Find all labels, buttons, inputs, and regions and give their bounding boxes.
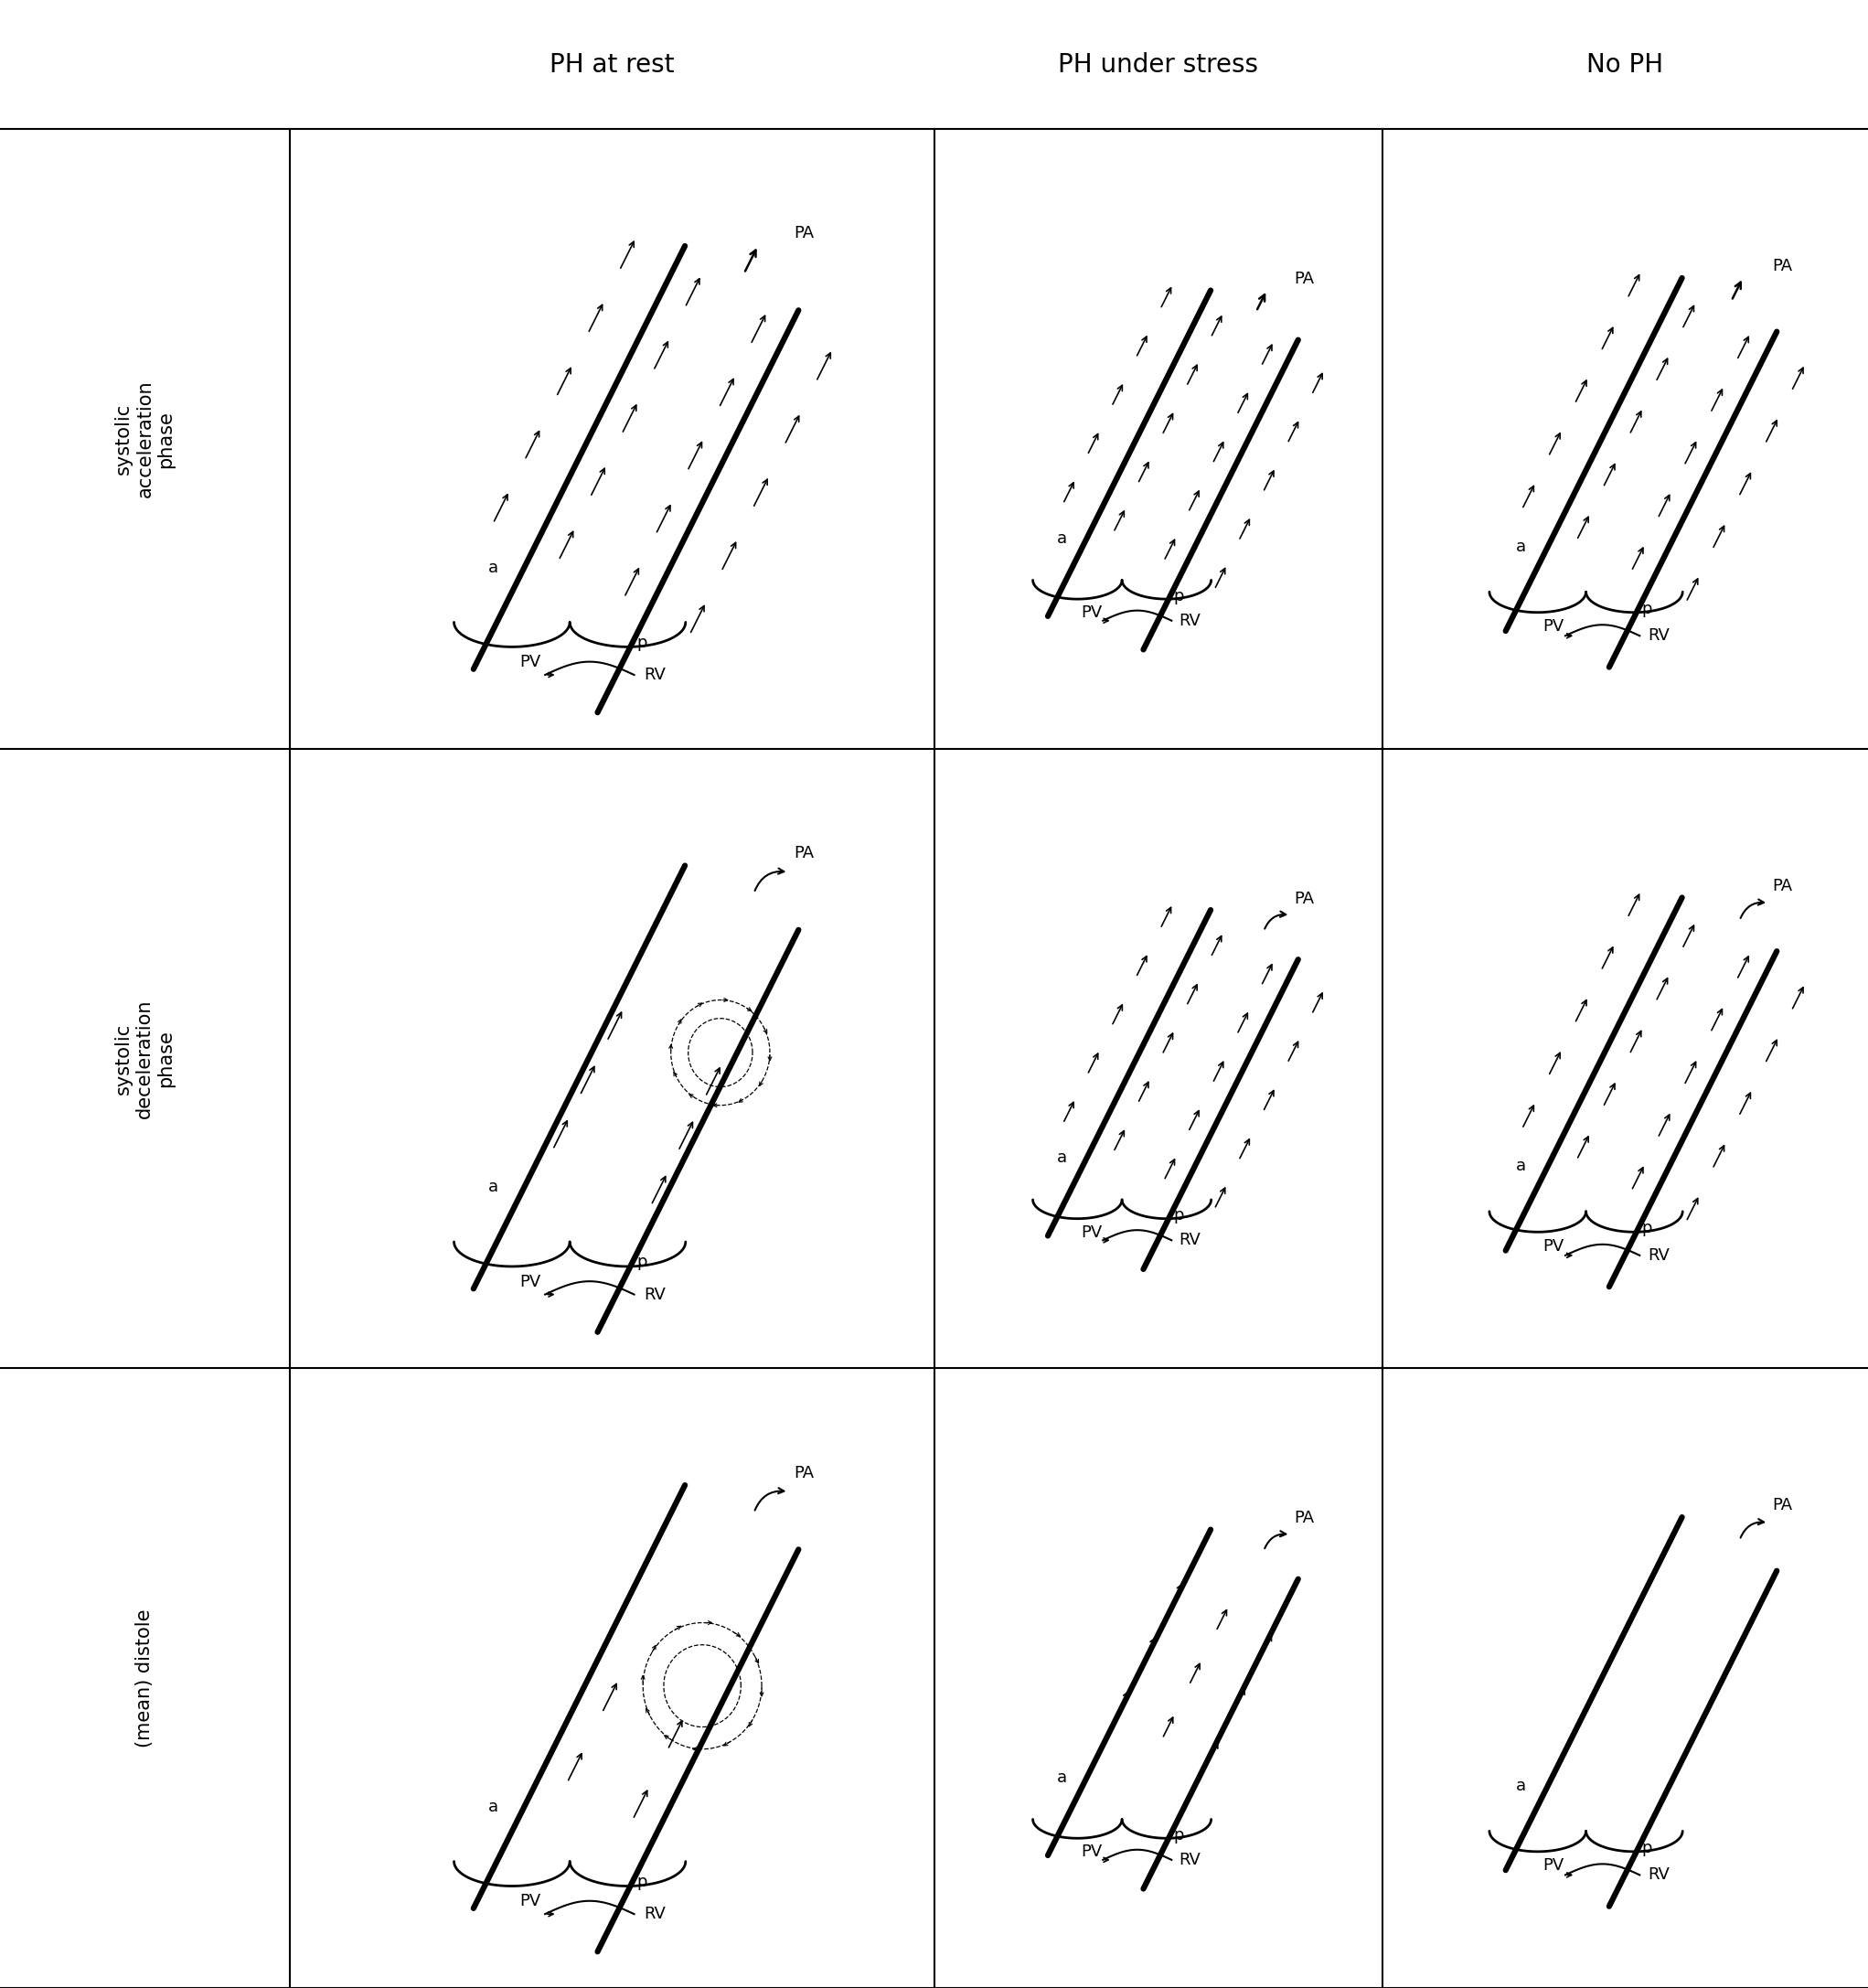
- Text: RV: RV: [644, 1286, 665, 1302]
- Text: RV: RV: [644, 666, 665, 684]
- Text: a: a: [1517, 539, 1526, 555]
- Text: PA: PA: [1773, 877, 1793, 895]
- Text: PV: PV: [1543, 1239, 1564, 1254]
- Text: PH at rest: PH at rest: [549, 52, 674, 78]
- Text: PV: PV: [1543, 1857, 1564, 1875]
- Text: p: p: [1173, 1827, 1184, 1843]
- Text: a: a: [1057, 531, 1067, 547]
- Text: PA: PA: [1773, 258, 1793, 274]
- Text: a: a: [488, 1799, 499, 1815]
- Text: systolic
acceleration
phase: systolic acceleration phase: [114, 380, 176, 497]
- Text: PV: PV: [519, 654, 542, 670]
- Text: p: p: [1642, 1839, 1653, 1857]
- Text: p: p: [1642, 600, 1653, 616]
- Text: a: a: [1057, 1149, 1067, 1167]
- Text: RV: RV: [1179, 1851, 1201, 1869]
- Text: RV: RV: [1648, 628, 1670, 644]
- Text: p: p: [1642, 1221, 1653, 1237]
- Text: RV: RV: [1179, 1233, 1201, 1248]
- Text: PV: PV: [519, 1893, 542, 1908]
- Text: a: a: [488, 1179, 499, 1195]
- Text: PH under stress: PH under stress: [1057, 52, 1259, 78]
- Text: RV: RV: [1179, 612, 1201, 628]
- Text: systolic
deceleration
phase: systolic deceleration phase: [114, 998, 176, 1119]
- Text: PA: PA: [1773, 1497, 1793, 1513]
- Text: p: p: [637, 634, 648, 650]
- Text: PA: PA: [794, 845, 814, 861]
- Text: PV: PV: [1082, 1225, 1102, 1241]
- Text: a: a: [1517, 1777, 1526, 1793]
- Text: p: p: [637, 1873, 648, 1891]
- Text: RV: RV: [1648, 1246, 1670, 1264]
- Text: a: a: [1057, 1769, 1067, 1785]
- Text: PA: PA: [1295, 270, 1315, 286]
- Text: p: p: [1173, 588, 1184, 604]
- Text: a: a: [488, 559, 499, 577]
- Text: (mean) distole: (mean) distole: [136, 1608, 153, 1747]
- Text: PA: PA: [1295, 1511, 1315, 1527]
- Text: PV: PV: [1082, 604, 1102, 620]
- Text: RV: RV: [1648, 1867, 1670, 1883]
- Text: PV: PV: [1082, 1843, 1102, 1861]
- Text: PA: PA: [794, 1465, 814, 1481]
- Text: p: p: [637, 1254, 648, 1270]
- Text: No PH: No PH: [1586, 52, 1664, 78]
- Text: RV: RV: [644, 1906, 665, 1922]
- Text: PV: PV: [1543, 618, 1564, 634]
- Text: p: p: [1173, 1207, 1184, 1223]
- Text: PA: PA: [794, 225, 814, 243]
- Text: a: a: [1517, 1157, 1526, 1175]
- Text: PV: PV: [519, 1274, 542, 1290]
- Text: PA: PA: [1295, 891, 1315, 907]
